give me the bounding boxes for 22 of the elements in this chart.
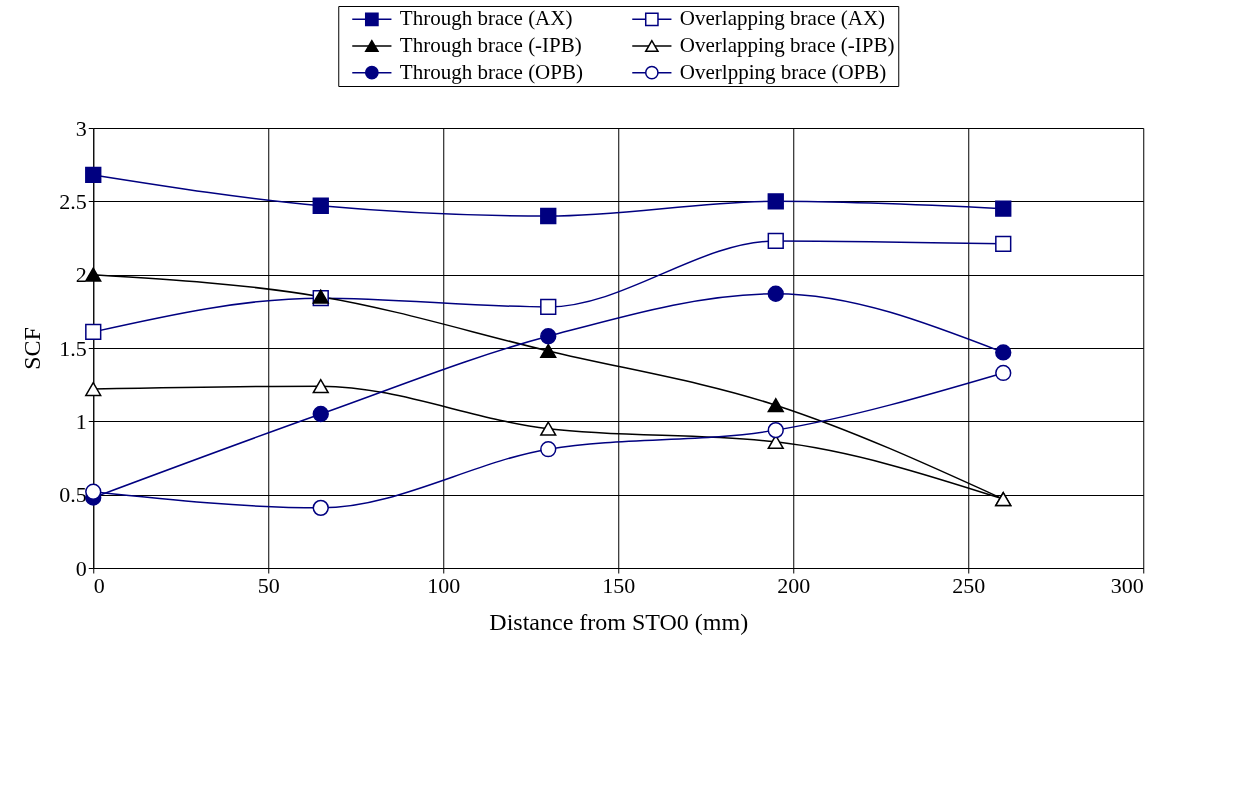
y-tick-label: 0: [75, 555, 87, 581]
x-tick-label: 150: [602, 572, 636, 598]
x-tick-label: 50: [257, 572, 280, 598]
legend-label: Through brace (AX): [399, 6, 573, 31]
x-tick-label: 200: [777, 572, 811, 598]
legend-label: Through brace (-IPB): [399, 33, 582, 57]
legend-label: Overlapping brace (AX): [679, 6, 886, 31]
x-tick-label: 0: [93, 572, 105, 598]
y-axis-title: SCF: [19, 327, 46, 370]
y-tick-label: 3: [75, 115, 87, 141]
y-tick-label: 2: [75, 262, 87, 288]
x-tick-label: 300: [1110, 572, 1144, 598]
y-tick-label: 1.5: [59, 335, 87, 361]
y-tick-label: 2.5: [59, 188, 87, 214]
x-tick-label: 250: [952, 572, 986, 598]
legend-label: Overlpping brace (OPB): [679, 59, 887, 84]
y-tick-label: 1: [75, 408, 87, 434]
y-tick-label: 0.5: [59, 482, 87, 508]
x-axis-title: Distance from STO0 (mm): [489, 608, 749, 635]
legend-label: Through brace (OPB): [399, 59, 583, 84]
x-tick-label: 100: [427, 572, 461, 598]
legend-label: Overlapping brace (-IPB): [679, 33, 895, 57]
